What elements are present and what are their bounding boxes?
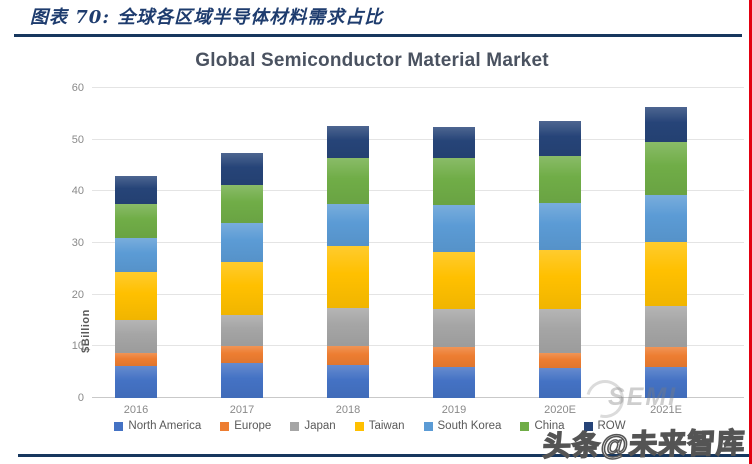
chart-legend: North America Europe Japan Taiwan South Kore…: [0, 420, 740, 432]
bar-segment-north-america-2019: [433, 367, 475, 398]
y-tick-20: 20: [71, 288, 84, 301]
bar-segment-south-korea-2016: [115, 237, 157, 272]
bar-stack-2021e: [645, 106, 687, 398]
bar-segment-europe-2019: [433, 347, 475, 367]
bar-segment-taiwan-2017: [221, 262, 263, 315]
bar-segment-japan-2017: [221, 314, 263, 346]
chart-title: Global Semiconductor Material Market: [195, 50, 549, 71]
legend-swatch-taiwan: [354, 421, 364, 431]
bar-segment-japan-2020e: [539, 308, 581, 354]
legend-item-china: China: [520, 420, 565, 432]
bar-segment-south-korea-2017: [221, 222, 263, 263]
bar-stack-2017: [221, 153, 263, 398]
legend-label-japan: Japan: [304, 420, 336, 432]
bar-segment-china-2016: [115, 204, 157, 238]
y-tick-10: 10: [71, 340, 84, 353]
bar-segment-row-2016: [115, 175, 157, 205]
bar-segment-north-america-2017: [221, 362, 263, 398]
x-axis-line: [92, 397, 744, 398]
legend-item-row: ROW: [583, 420, 626, 432]
gridline-10: [92, 345, 744, 347]
bar-segment-china-2019: [433, 157, 475, 205]
x-tick-2019: 2019: [441, 404, 467, 416]
bar-segment-north-america-2020e: [539, 368, 581, 398]
bar-segment-china-2017: [221, 185, 263, 223]
bottom-divider-rule: [18, 454, 752, 457]
legend-item-japan: Japan: [290, 420, 336, 432]
bar-segment-row-2020e: [539, 121, 581, 156]
legend-swatch-japan: [290, 421, 300, 431]
x-tick-2017: 2017: [229, 404, 255, 416]
legend-label-row: ROW: [597, 420, 626, 432]
bar-segment-row-2018: [327, 125, 369, 159]
y-tick-50: 50: [71, 133, 84, 146]
bar-segment-south-korea-2019: [433, 204, 475, 253]
gridline-40: [92, 190, 744, 192]
semi-watermark: SEMI: [608, 383, 678, 411]
bar-segment-taiwan-2021e: [645, 241, 687, 307]
bar-segment-taiwan-2016: [115, 271, 157, 320]
bar-segment-europe-2017: [221, 345, 263, 363]
legend-label-europe: Europe: [234, 420, 272, 432]
bar-segment-south-korea-2021e: [645, 195, 687, 242]
figure-title: 图表 70: 全球各区域半导体材料需求占比: [30, 7, 384, 28]
y-tick-0: 0: [77, 392, 84, 404]
bar-segment-taiwan-2019: [433, 252, 475, 309]
x-tick-2018: 2018: [335, 404, 361, 416]
bar-stack-2019: [433, 126, 475, 398]
bar-segment-taiwan-2018: [327, 246, 369, 309]
gridline-50: [92, 138, 744, 140]
legend-label-north-america: North America: [128, 420, 202, 432]
bar-segment-china-2018: [327, 158, 369, 204]
bar-segment-europe-2018: [327, 346, 369, 366]
legend-swatch-south-korea: [423, 421, 433, 431]
x-tick-2016: 2016: [123, 404, 149, 416]
bar-segment-row-2017: [221, 153, 263, 186]
bar-segment-north-america-2016: [115, 365, 157, 398]
bar-segment-north-america-2018: [327, 365, 369, 398]
top-divider-rule: [14, 34, 742, 37]
bar-segment-south-korea-2018: [327, 203, 369, 247]
red-edge-border: [749, 0, 752, 464]
bar-segment-japan-2018: [327, 308, 369, 347]
x-tick-2020e: 2020E: [544, 404, 576, 416]
bar-segment-europe-2020e: [539, 353, 581, 369]
y-tick-60: 60: [71, 82, 84, 94]
bar-segment-north-america-2021e: [645, 367, 687, 398]
legend-swatch-row: [583, 421, 593, 431]
legend-item-north-america: North America: [114, 420, 201, 432]
y-tick-30: 30: [71, 237, 84, 249]
bar-stack-2020e: [539, 121, 581, 398]
bar-segment-europe-2021e: [645, 347, 687, 367]
bar-segment-row-2019: [433, 126, 475, 158]
x-tick-2021e: 2021E: [650, 404, 682, 416]
bar-segment-japan-2016: [115, 320, 157, 353]
y-tick-40: 40: [71, 185, 84, 198]
bar-segment-taiwan-2020e: [539, 249, 581, 309]
legend-item-taiwan: Taiwan: [354, 420, 405, 432]
plot-area: $Billion: [80, 87, 744, 398]
bar-segment-china-2021e: [645, 141, 687, 196]
bar-segment-japan-2019: [433, 308, 475, 348]
legend-swatch-china: [520, 421, 530, 431]
bar-stack-2016: [115, 175, 157, 398]
legend-item-south-korea: South Korea: [423, 420, 502, 432]
gridline-30: [92, 242, 744, 243]
bar-segment-china-2020e: [539, 155, 581, 204]
bar-stack-2018: [327, 125, 369, 398]
legend-label-china: China: [534, 420, 565, 432]
gridline-60: [92, 87, 744, 88]
toutiao-watermark: 头条@未来智库: [541, 426, 747, 462]
gridline-20: [92, 293, 744, 295]
legend-label-south-korea: South Korea: [437, 420, 502, 432]
bar-segment-europe-2016: [115, 352, 157, 366]
legend-swatch-north-america: [114, 421, 124, 431]
legend-swatch-europe: [220, 421, 230, 431]
bar-segment-row-2021e: [645, 106, 687, 142]
legend-item-europe: Europe: [220, 420, 271, 432]
legend-label-taiwan: Taiwan: [368, 420, 405, 432]
bar-segment-south-korea-2020e: [539, 203, 581, 250]
bar-segment-japan-2021e: [645, 306, 687, 348]
